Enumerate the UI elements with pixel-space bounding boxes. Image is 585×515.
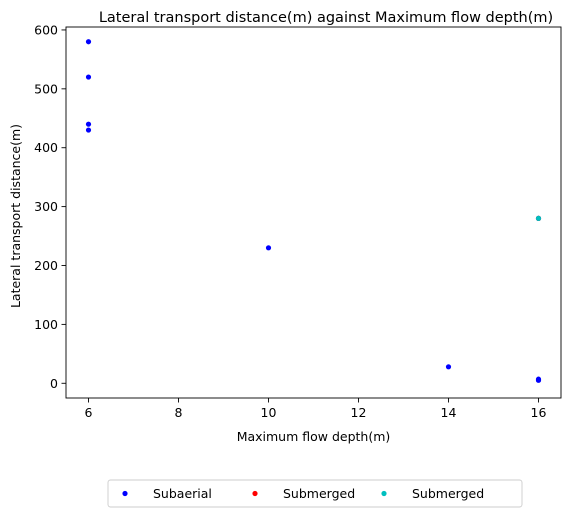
y-tick-label: 600: [34, 22, 58, 37]
y-tick-label: 300: [34, 199, 58, 214]
legend: Subaerial Submerged Submerged: [107, 479, 523, 508]
y-axis-label: Lateral transport distance(m): [8, 124, 23, 308]
data-point-series-0: [85, 39, 92, 45]
plot-area: [65, 26, 562, 399]
legend-label: Submerged: [412, 486, 484, 501]
x-axis: 6 8 10 12 14 16: [85, 398, 547, 420]
x-axis-label: Maximum flow depth(m): [237, 429, 391, 444]
data-point-series-2: [535, 215, 542, 221]
legend-marker: [381, 490, 387, 497]
data-point-series-0: [85, 127, 92, 133]
y-tick-label: 200: [34, 258, 58, 273]
y-axis: 0 100 200 300 400 500 600: [34, 22, 66, 391]
x-tick-label: 8: [175, 405, 183, 420]
data-point-series-0: [85, 121, 92, 127]
x-tick-label: 10: [261, 405, 277, 420]
legend-label: Subaerial: [153, 486, 212, 501]
y-tick-label: 500: [34, 81, 58, 96]
y-tick-label: 400: [34, 140, 58, 155]
data-point-series-0: [535, 376, 542, 382]
chart-title: Lateral transport distance(m) against Ma…: [99, 10, 553, 26]
x-tick-label: 6: [85, 405, 93, 420]
x-tick-label: 16: [531, 405, 547, 420]
legend-marker: [252, 490, 258, 497]
data-point-series-0: [85, 74, 92, 80]
x-tick-label: 12: [351, 405, 367, 420]
plot-frame: [65, 26, 562, 399]
x-tick-label: 14: [441, 405, 457, 420]
legend-box: [107, 479, 523, 508]
legend-label: Submerged: [283, 486, 355, 501]
data-point-series-0: [445, 364, 452, 370]
y-tick-label: 100: [34, 317, 58, 332]
legend-marker: [122, 490, 128, 497]
data-point-series-0: [265, 245, 272, 251]
y-tick-label: 0: [50, 376, 58, 391]
